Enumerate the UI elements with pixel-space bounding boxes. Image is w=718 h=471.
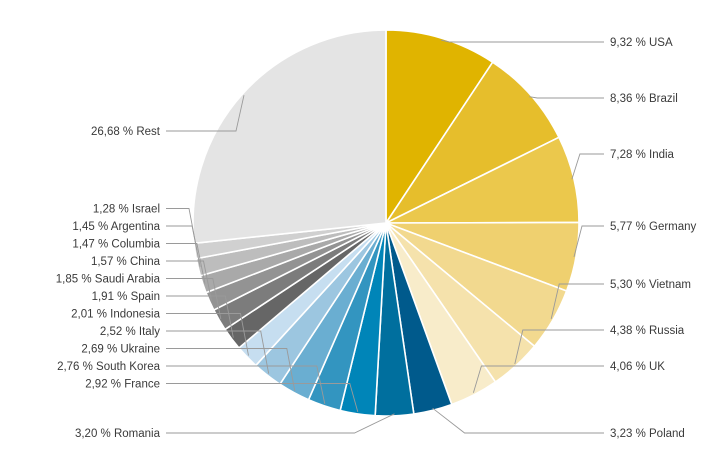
leader-line-columbia: [166, 243, 206, 284]
slice-label-poland: 3,23 % Poland: [610, 428, 685, 440]
leader-line-south-korea: [166, 365, 326, 404]
slice-label-vietnam: 5,30 % Vietnam: [610, 279, 691, 291]
slice-label-italy: 2,52 % Italy: [100, 326, 160, 338]
slice-label-india: 7,28 % India: [610, 149, 675, 161]
slice-label-saudi-arabia: 1,85 % Saudi Arabia: [56, 274, 161, 286]
slice-label-china: 1,57 % China: [91, 256, 161, 268]
leader-line-spain: [166, 295, 234, 338]
leader-line-uk: [472, 365, 604, 393]
slice-label-spain: 1,91 % Spain: [92, 291, 160, 303]
leader-line-india: [571, 153, 604, 180]
slice-label-argentina: 1,45 % Argentina: [72, 221, 160, 233]
leader-line-saudi-arabia: [166, 278, 222, 319]
leader-line-indonesia: [166, 313, 249, 356]
leader-line-usa: [440, 39, 604, 43]
pie-slice-usa: [385, 29, 494, 224]
pie-slice-brazil: [385, 61, 560, 224]
leader-line-russia: [514, 329, 604, 365]
leader-line-italy: [166, 330, 270, 374]
leader-line-france: [166, 383, 359, 413]
slice-label-south-korea: 2,76 % South Korea: [57, 361, 161, 373]
slice-label-indonesia: 2,01 % Indonesia: [71, 309, 160, 321]
leader-line-ukraine: [166, 348, 296, 391]
slice-label-france: 2,92 % France: [85, 379, 160, 391]
leader-line-china: [166, 260, 212, 301]
pie-leader-lines: [166, 39, 604, 434]
leader-line-israel: [166, 208, 198, 251]
pie-slice-rest: [192, 29, 387, 245]
leader-line-germany: [573, 225, 604, 258]
leader-line-romania: [166, 413, 395, 434]
pie-slices: [192, 29, 580, 417]
leader-line-brazil: [529, 96, 604, 99]
leader-line-vietnam: [550, 283, 604, 320]
slice-label-germany: 5,77 % Germany: [610, 221, 697, 233]
slice-label-israel: 1,28 % Israel: [93, 204, 160, 216]
slice-label-usa: 9,32 % USA: [610, 37, 673, 49]
leader-line-rest: [166, 95, 245, 132]
slice-label-romania: 3,20 % Romania: [75, 428, 161, 440]
pie-labels: 9,32 % USA 8,36 % Brazil 7,28 % India 5,77 …: [56, 37, 697, 440]
slice-label-rest: 26,68 % Rest: [91, 126, 161, 138]
slice-label-columbia: 1,47 % Columbia: [72, 239, 160, 251]
leader-line-poland: [432, 407, 604, 434]
slice-label-russia: 4,38 % Russia: [610, 325, 685, 337]
slice-label-uk: 4,06 % UK: [610, 361, 665, 373]
slice-label-brazil: 8,36 % Brazil: [610, 93, 678, 105]
slice-label-ukraine: 2,69 % Ukraine: [81, 344, 160, 356]
